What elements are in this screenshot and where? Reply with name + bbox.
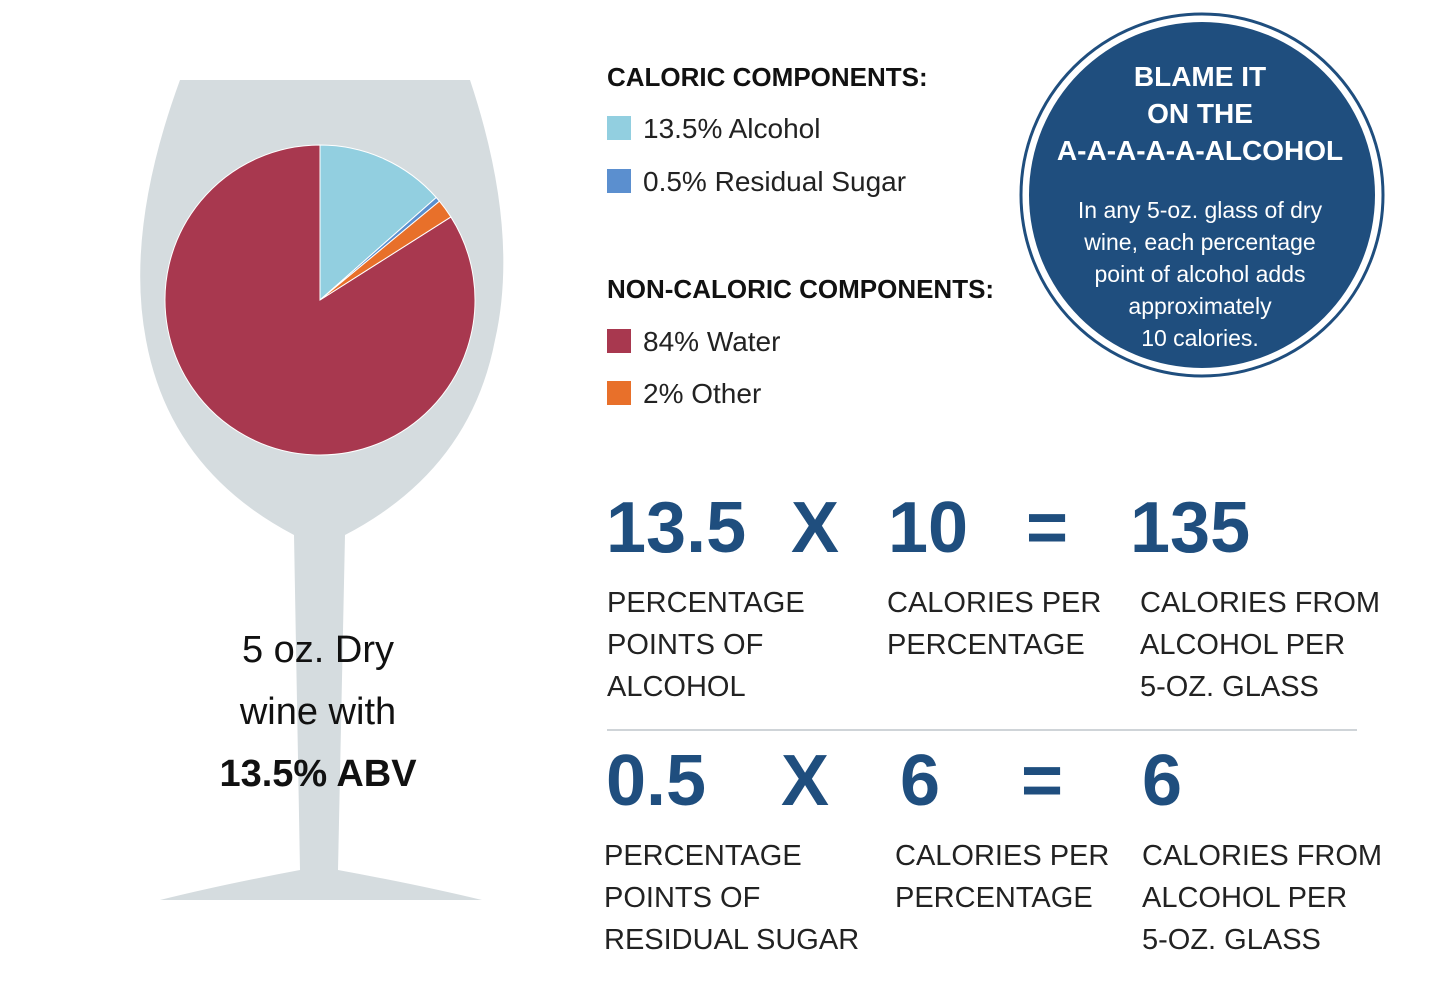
callout-body: 10 calories. [1141, 325, 1259, 351]
equation-caption: CALORIES FROM [1142, 840, 1382, 872]
glass-label-emphasis: 13.5% ABV [219, 753, 417, 795]
callout-body: point of alcohol adds [1095, 261, 1306, 287]
legend-label: 13.5% Alcohol [643, 113, 820, 144]
legend-swatch [607, 169, 631, 193]
pie-slice [319, 200, 452, 301]
equation-caption: RESIDUAL SUGAR [604, 924, 859, 956]
callout-body: In any 5-oz. glass of dry [1078, 197, 1323, 223]
pie-slice [319, 144, 437, 302]
glass-label: wine with [239, 691, 396, 733]
glass-label: 5 oz. Dry [242, 629, 394, 671]
legend-heading: CALORIC COMPONENTS: [607, 62, 928, 92]
equation-caption: PERCENTAGE [887, 629, 1085, 661]
legend-label: 0.5% Residual Sugar [643, 166, 906, 197]
callout-circle [1029, 22, 1375, 368]
callout-title: ON THE [1147, 98, 1253, 129]
equation-caption: ALCOHOL [607, 671, 746, 703]
legend-swatch [607, 116, 631, 140]
equation-caption: PERCENTAGE [607, 587, 805, 619]
equation-caption: POINTS OF [607, 629, 763, 661]
equation-caption: CALORIES PER [895, 840, 1109, 872]
callout-ring [1019, 12, 1385, 378]
legend-label: 2% Other [643, 378, 761, 409]
callout-title: A-A-A-A-A-ALCOHOL [1057, 135, 1343, 166]
legend-heading: NON-CALORIC COMPONENTS: [607, 274, 994, 304]
equation-caption: CALORIES PER [887, 587, 1101, 619]
callout-title: BLAME IT [1134, 61, 1266, 92]
equation-number: 13.5 [606, 488, 746, 568]
equation-number: 6 [900, 741, 940, 821]
equation-operator: = [1021, 741, 1063, 821]
equation-caption: 5-OZ. GLASS [1140, 671, 1319, 703]
equation-caption: ALCOHOL PER [1140, 629, 1345, 661]
legend-label: 84% Water [643, 326, 780, 357]
equation-operator: X [781, 741, 829, 821]
equation-caption: 5-OZ. GLASS [1142, 924, 1321, 956]
equation-operator: = [1026, 488, 1068, 568]
equation-caption: PERCENTAGE [895, 882, 1093, 914]
equation-caption: ALCOHOL PER [1142, 882, 1347, 914]
equation-caption: CALORIES FROM [1140, 587, 1380, 619]
callout-body: approximately [1128, 293, 1272, 319]
equation-number: 10 [888, 488, 968, 568]
legend-swatch [607, 329, 631, 353]
equation-number: 135 [1130, 488, 1250, 568]
callout-body: wine, each percentage [1083, 229, 1315, 255]
equation-caption: PERCENTAGE [604, 840, 802, 872]
equation-operator: X [791, 488, 839, 568]
equation-caption: POINTS OF [604, 882, 760, 914]
equation-number: 0.5 [606, 741, 706, 821]
equation-number: 6 [1142, 741, 1182, 821]
legend-swatch [607, 381, 631, 405]
